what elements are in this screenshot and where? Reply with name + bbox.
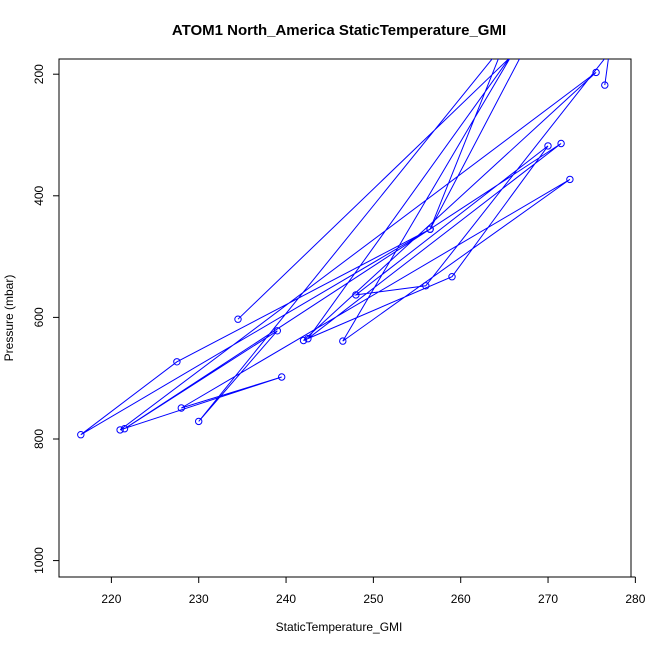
data-point <box>448 273 456 281</box>
data-point <box>173 358 181 366</box>
data-point <box>195 417 203 426</box>
x-tick-label: 250 <box>363 592 383 606</box>
data-point <box>339 337 347 345</box>
y-tick-label: 600 <box>32 307 46 327</box>
data-point <box>352 291 360 299</box>
y-axis-label: Pressure (mbar) <box>2 275 16 362</box>
y-tick-label: 400 <box>32 185 46 205</box>
x-axis: 220 230 240 250 260 270 280 <box>101 576 646 606</box>
data-point <box>116 426 124 434</box>
data-point <box>234 315 242 323</box>
x-tick-label: 260 <box>451 592 471 606</box>
data-point <box>426 225 434 233</box>
data-point <box>273 327 281 335</box>
data-point <box>557 139 565 148</box>
data-point <box>592 68 600 77</box>
series-layer <box>77 59 609 439</box>
data-point <box>77 431 85 439</box>
x-tick-label: 270 <box>538 592 558 606</box>
y-tick-label: 800 <box>32 429 46 449</box>
data-point <box>422 282 430 290</box>
data-point <box>120 425 129 433</box>
data-point <box>601 81 609 89</box>
x-tick-label: 240 <box>276 592 296 606</box>
data-point <box>299 336 308 345</box>
x-axis-label: StaticTemperature_GMI <box>276 620 403 634</box>
chart-title: ATOM1 North_America StaticTemperature_GM… <box>172 22 506 39</box>
data-point <box>544 142 552 150</box>
data-point <box>566 175 574 184</box>
x-tick-label: 280 <box>625 592 645 606</box>
series-line <box>80 59 609 436</box>
data-point <box>177 404 186 412</box>
y-tick-label: 1000 <box>32 547 46 574</box>
x-tick-label: 230 <box>189 592 209 606</box>
data-point <box>278 373 286 381</box>
y-tick-label: 200 <box>32 64 46 84</box>
y-axis: 200 400 600 800 1000 <box>32 64 60 574</box>
data-point <box>304 335 312 343</box>
x-tick-label: 220 <box>101 592 121 606</box>
plot-frame <box>58 58 632 578</box>
